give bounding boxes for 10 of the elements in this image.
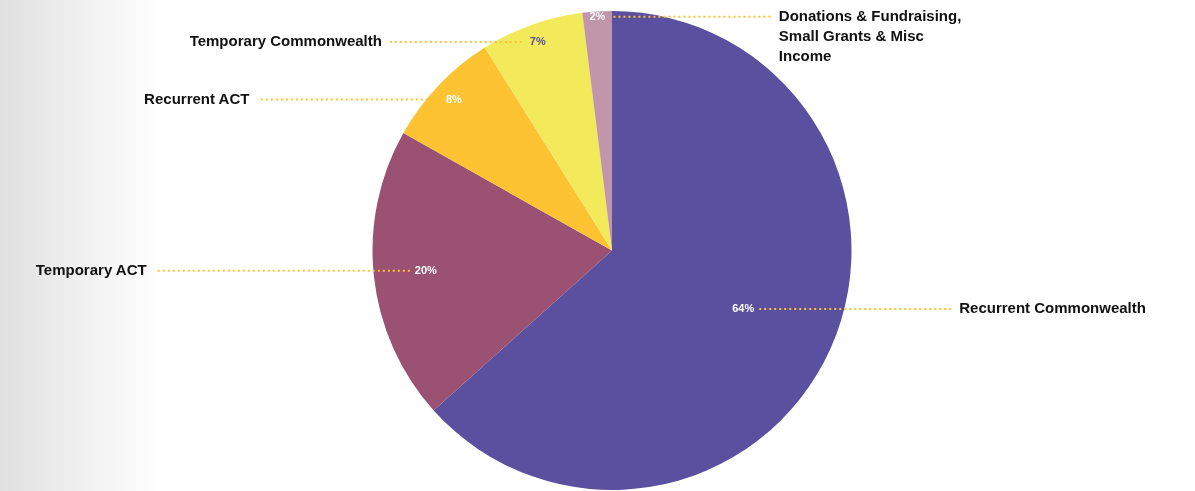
slice-label: Recurrent ACT (144, 89, 250, 107)
data-label: 7% (529, 35, 546, 48)
data-label: 20% (414, 263, 437, 276)
slice-label: Recurrent Commonwealth (959, 299, 1146, 317)
slice-label: Temporary Commonwealth (189, 32, 382, 50)
data-label: 8% (445, 92, 462, 105)
slice-label: Donations & Fundraising, Small Grants & Misc Income (778, 6, 962, 64)
data-label: 2% (589, 9, 606, 22)
data-label: 64% (732, 302, 755, 315)
slice-label: Temporary ACT (35, 260, 147, 278)
